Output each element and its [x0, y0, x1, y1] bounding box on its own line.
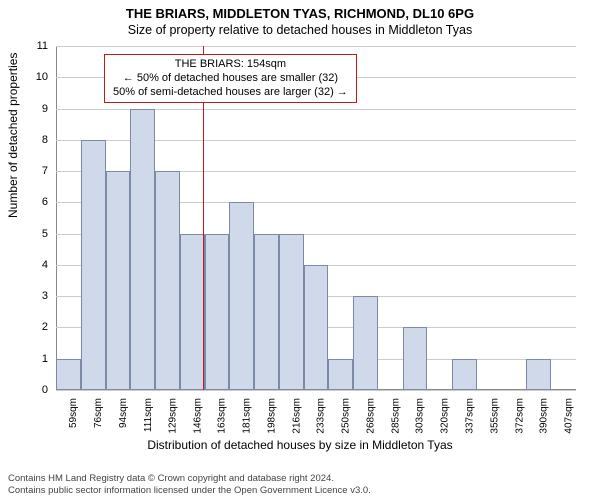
annotation-line-1: THE BRIARS: 154sqm [113, 58, 348, 72]
y-tick-label: 6 [28, 196, 48, 208]
histogram-bar [155, 171, 180, 390]
histogram-bar [279, 234, 304, 390]
y-tick-label: 7 [28, 165, 48, 177]
x-tick-label: 250sqm [341, 398, 352, 434]
x-tick-label: 76sqm [93, 398, 104, 428]
histogram-bar [254, 234, 279, 390]
histogram-bar [452, 359, 477, 390]
x-tick-label: 94sqm [118, 398, 129, 428]
histogram-bar [328, 359, 353, 390]
x-axis-title: Distribution of detached houses by size … [0, 438, 600, 452]
x-tick-label: 372sqm [514, 398, 525, 434]
x-tick-label: 129sqm [167, 398, 178, 434]
y-tick-label: 1 [28, 353, 48, 365]
x-tick-label: 163sqm [217, 398, 228, 434]
x-tick-label: 268sqm [366, 398, 377, 434]
y-tick-label: 8 [28, 134, 48, 146]
histogram-bar [229, 202, 254, 390]
x-tick-label: 355sqm [489, 398, 500, 434]
x-tick-label: 111sqm [143, 398, 154, 432]
histogram-bar [304, 265, 329, 390]
x-tick-label: 146sqm [192, 398, 203, 434]
histogram-bar [56, 359, 81, 390]
histogram-bar [353, 296, 378, 390]
grid-line [56, 390, 576, 391]
annotation-box: THE BRIARS: 154sqm← 50% of detached hous… [104, 54, 357, 103]
histogram-bar [81, 140, 106, 390]
x-tick-label: 407sqm [564, 398, 575, 434]
y-tick-label: 0 [28, 384, 48, 396]
x-tick-label: 320sqm [440, 398, 451, 434]
footer-line-1: Contains HM Land Registry data © Crown c… [8, 473, 371, 484]
histogram-bar [205, 234, 230, 390]
footer-line-2: Contains public sector information licen… [8, 485, 371, 496]
y-axis-title: Number of detached properties [6, 53, 20, 218]
y-tick-label: 5 [28, 228, 48, 240]
footer-attribution: Contains HM Land Registry data © Crown c… [8, 473, 371, 496]
histogram-bar [180, 234, 205, 390]
y-tick-label: 9 [28, 103, 48, 115]
x-tick-label: 285sqm [390, 398, 401, 434]
y-axis-tick-labels: 01234567891011 [30, 46, 52, 390]
grid-line [56, 46, 576, 47]
y-tick-label: 10 [28, 71, 48, 83]
x-tick-label: 390sqm [539, 398, 550, 434]
y-tick-label: 11 [28, 40, 48, 52]
y-tick-label: 2 [28, 321, 48, 333]
x-tick-label: 303sqm [415, 398, 426, 434]
x-axis-tick-labels: 59sqm 76sqm 94sqm 111sqm 129sqm 146sqm 163sqm 1… [56, 394, 576, 438]
x-tick-label: 59sqm [68, 398, 79, 428]
x-tick-label: 337sqm [465, 398, 476, 434]
x-tick-label: 216sqm [291, 398, 302, 434]
histogram-bar [403, 327, 428, 390]
x-tick-label: 181sqm [242, 398, 253, 434]
annotation-line-3: 50% of semi-detached houses are larger (… [113, 86, 348, 100]
x-tick-label: 233sqm [316, 398, 327, 434]
chart-title-sub: Size of property relative to detached ho… [0, 21, 600, 37]
plot-area: THE BRIARS: 154sqm← 50% of detached hous… [56, 46, 576, 390]
y-tick-label: 3 [28, 290, 48, 302]
chart-title-main: THE BRIARS, MIDDLETON TYAS, RICHMOND, DL… [0, 0, 600, 21]
chart-container: THE BRIARS, MIDDLETON TYAS, RICHMOND, DL… [0, 0, 600, 500]
histogram-bar [106, 171, 131, 390]
x-tick-label: 198sqm [266, 398, 277, 434]
histogram-bar [526, 359, 551, 390]
y-tick-label: 4 [28, 259, 48, 271]
annotation-line-2: ← 50% of detached houses are smaller (32… [113, 72, 348, 86]
histogram-bar [130, 109, 155, 390]
